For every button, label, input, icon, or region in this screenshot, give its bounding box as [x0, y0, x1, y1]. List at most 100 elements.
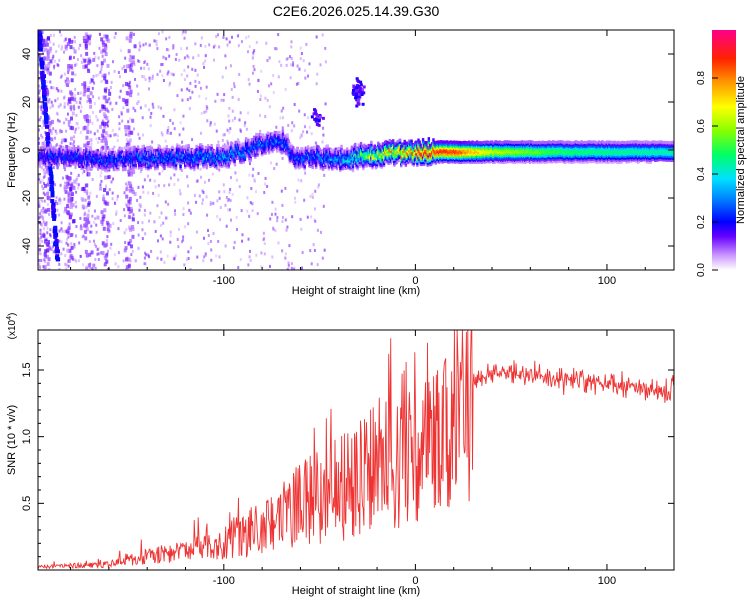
ridge-cell [142, 164, 145, 169]
scatter-cell [218, 190, 221, 194]
noise-column-cell [83, 88, 87, 93]
noise-column-cell [88, 41, 92, 46]
scatter-cell [209, 121, 212, 125]
blob-cell [351, 88, 355, 92]
scatter-cell [44, 259, 47, 263]
ridge-cell [288, 142, 291, 147]
scatter-cell [113, 69, 116, 73]
scatter-cell [52, 54, 55, 58]
scatter-cell [153, 39, 156, 43]
ridge-cell [266, 131, 270, 135]
scatter-cell [79, 43, 82, 47]
streak-cell [52, 216, 57, 221]
ridge-cell [146, 146, 149, 150]
noise-column-cell [96, 215, 100, 220]
scatter-cell [41, 42, 44, 46]
ridge-cell [349, 167, 352, 171]
scatter-cell [187, 184, 190, 188]
scatter-cell [86, 99, 89, 103]
ridge-cell [220, 164, 224, 168]
scatter-cell [52, 245, 55, 249]
ridge-cell [327, 167, 331, 171]
scatter-cell [200, 36, 203, 40]
scatter-cell [188, 208, 191, 212]
scatter-cell [40, 107, 43, 111]
noise-column-cell [66, 79, 70, 84]
scatter-cell [114, 133, 117, 137]
scatter-cell [157, 105, 160, 109]
ridge-cell [243, 155, 247, 160]
streak-cell [41, 81, 46, 86]
scatter-cell [107, 71, 110, 75]
scatter-cell [253, 177, 256, 181]
streak-cell [45, 136, 50, 141]
scatter-cell [122, 259, 125, 263]
noise-column-cell [67, 177, 71, 182]
streak-cell [52, 226, 57, 231]
ridge-cell [259, 134, 263, 139]
scatter-cell [198, 94, 201, 98]
scatter-cell [186, 98, 189, 102]
noise-column-cell [68, 214, 72, 219]
scatter-cell [310, 215, 313, 219]
noise-column-cell [85, 227, 89, 232]
scatter-cell [323, 248, 326, 252]
scatter-cell [159, 250, 162, 254]
ridge-cell [56, 166, 59, 170]
scatter-cell [95, 194, 98, 198]
streak-cell [55, 246, 60, 251]
scatter-cell [82, 234, 85, 238]
streak-cell [51, 202, 56, 207]
scatter-cell [178, 188, 181, 192]
scatter-cell [148, 76, 151, 80]
scatter-cell [237, 44, 240, 48]
scatter-cell [124, 241, 127, 245]
scatter-cell [248, 249, 251, 253]
scatter-cell [223, 133, 226, 137]
ridge-cell [287, 141, 290, 145]
scatter-cell [91, 111, 94, 115]
ridge-cell [339, 166, 342, 171]
scatter-cell [89, 191, 92, 195]
scatter-cell [281, 216, 284, 220]
scatter-cell [205, 97, 208, 101]
scatter-cell [186, 74, 189, 78]
scatter-cell [117, 227, 120, 231]
scatter-cell [61, 176, 64, 180]
scatter-cell [58, 30, 61, 34]
ridge-cell [304, 162, 308, 166]
ridge-cell [133, 147, 136, 151]
scatter-cell [322, 204, 325, 208]
scatter-cell [115, 101, 118, 105]
ridge-cell [133, 145, 136, 149]
ridge-cell [112, 168, 116, 172]
scatter-cell [40, 133, 43, 137]
noise-column-cell [83, 114, 87, 119]
scatter-cell [46, 48, 49, 52]
ridge-cell [100, 148, 103, 152]
scatter-cell [241, 233, 244, 237]
scatter-cell [49, 40, 52, 44]
scatter-cell [40, 184, 43, 188]
scatter-cell [60, 141, 63, 145]
noise-column-cell [46, 70, 50, 75]
ridge-cell [121, 168, 125, 172]
scatter-cell [101, 74, 104, 78]
ridge-cell [116, 167, 119, 172]
ridge-cell [51, 147, 55, 151]
scatter-cell [287, 266, 290, 270]
scatter-cell [139, 203, 142, 207]
ridge-cell [356, 165, 359, 169]
ridge-cell [339, 168, 342, 173]
scatter-cell [221, 138, 224, 142]
noise-column-cell [84, 32, 88, 37]
noise-column-cell [44, 208, 48, 213]
scatter-cell [303, 198, 306, 202]
ridge-cell [225, 165, 228, 169]
noise-column-cell [131, 60, 135, 65]
scatter-cell [47, 188, 50, 192]
ridge-cell [398, 140, 402, 144]
ridge-cell [367, 143, 371, 148]
scatter-cell [239, 258, 242, 262]
scatter-cell [182, 30, 185, 34]
